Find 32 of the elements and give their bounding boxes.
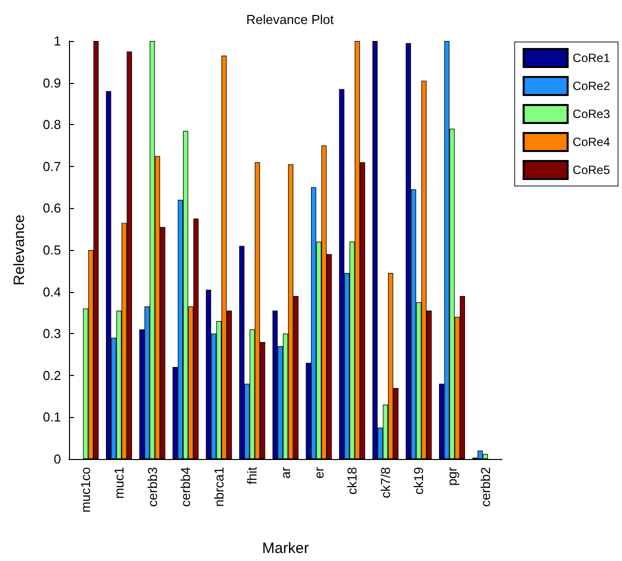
y-tick-label: 0.1 — [42, 410, 61, 425]
chart-title: Relevance Plot — [246, 12, 334, 27]
x-tick-label: muc1 — [111, 467, 126, 499]
y-tick-label: 0 — [54, 452, 61, 466]
y-tick-label: 1 — [54, 34, 61, 48]
x-tick-label: ck19 — [411, 467, 426, 494]
legend-label: CoRe4 — [572, 135, 610, 149]
y-tick-label: 0.7 — [42, 158, 61, 174]
legend-label: CoRe5 — [572, 163, 610, 177]
y-axis-title: Relevance — [11, 214, 28, 286]
legend-label: CoRe3 — [572, 107, 610, 121]
x-tick-label: er — [311, 466, 326, 479]
x-tick-label: fhit — [244, 466, 260, 484]
x-tick-label: ck7/8 — [378, 467, 393, 498]
y-tick-label: 0.4 — [42, 284, 61, 300]
x-tick-label: muc1co — [78, 467, 94, 513]
y-tick-label: 0.2 — [42, 368, 61, 383]
x-tick-label: cerbb2 — [478, 467, 493, 507]
x-tick-label: pgr — [444, 466, 460, 486]
x-tick-label: ck18 — [344, 467, 360, 494]
x-axis-title: Marker — [262, 540, 309, 557]
y-tick-label: 0.6 — [42, 200, 61, 216]
x-tick-label: cerbb3 — [144, 467, 160, 507]
x-tick-label: cerbb4 — [178, 467, 194, 507]
x-tick-label: nbrca1 — [211, 467, 226, 507]
legend-label: CoRe2 — [572, 79, 610, 93]
y-tick-label: 0.3 — [42, 326, 61, 342]
y-tick-label: 0.8 — [42, 117, 61, 132]
y-tick-label: 0.9 — [42, 75, 61, 90]
legend-label: CoRe1 — [572, 51, 610, 65]
y-tick-label: 0.5 — [42, 242, 61, 258]
x-tick-label: ar — [278, 466, 293, 479]
